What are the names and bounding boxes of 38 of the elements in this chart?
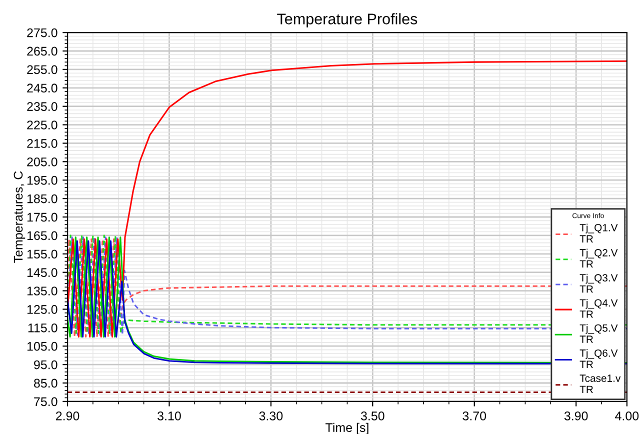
legend-label: Tcase1.v TR — [580, 374, 621, 394]
y-axis-title: Temperatures, C — [14, 171, 26, 263]
y-tick-label: 215.0 — [27, 139, 58, 148]
y-tick-label: 105.0 — [27, 342, 58, 351]
legend-label: Tj_Q4.V TR — [580, 298, 618, 318]
x-axis-title: Time [s] — [326, 422, 368, 434]
x-tick-label: 2.90 — [56, 412, 80, 420]
y-tick-label: 205.0 — [27, 157, 58, 166]
y-tick-label: 175.0 — [27, 212, 58, 222]
legend-label: Tj_Q2.V TR — [580, 248, 618, 268]
x-tick-label: 3.90 — [564, 412, 588, 420]
y-tick-label: 255.0 — [27, 65, 58, 74]
y-tick-label: 235.0 — [27, 102, 58, 111]
y-tick-label: 125.0 — [27, 305, 58, 314]
x-tick-label: 3.70 — [462, 412, 486, 420]
y-tick-label: 245.0 — [27, 84, 58, 93]
y-tick-label: 195.0 — [27, 176, 58, 185]
y-tick-label: 155.0 — [27, 250, 58, 259]
legend-label: Tj_Q1.V TR — [580, 224, 618, 242]
legend-label: Tj_Q6.V TR — [580, 349, 618, 368]
y-tick-label: 185.0 — [27, 194, 58, 204]
y-tick-label: 75.0 — [34, 397, 58, 406]
y-tick-label: 265.0 — [27, 46, 58, 56]
y-tick-label: 95.0 — [34, 360, 58, 370]
x-tick-label: 3.50 — [360, 412, 384, 420]
y-tick-label: 225.0 — [27, 120, 58, 130]
legend-label: Tj_Q5.V TR — [580, 324, 618, 343]
chart-title: Temperature Profiles — [277, 13, 418, 28]
x-tick-label: 3.30 — [259, 412, 283, 420]
y-tick-label: 135.0 — [27, 286, 58, 296]
y-tick-label: 275.0 — [27, 28, 58, 38]
x-tick-label: 3.10 — [158, 412, 181, 420]
x-tick-label: 4.00 — [615, 412, 639, 420]
y-tick-label: 115.0 — [28, 323, 58, 332]
y-tick-label: 165.0 — [27, 231, 58, 240]
y-tick-label: 145.0 — [27, 268, 58, 277]
y-tick-label: 85.0 — [34, 378, 58, 388]
legend-label: Tj_Q3.V TR — [580, 274, 618, 293]
